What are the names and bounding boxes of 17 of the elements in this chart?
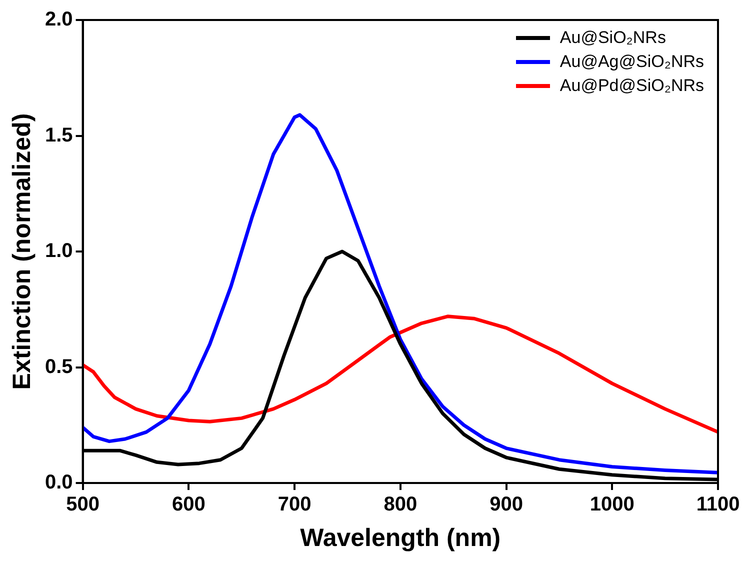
y-tick-label: 1.5 [44, 124, 73, 146]
x-tick-label: 700 [278, 494, 312, 516]
y-tick-label: 2.0 [44, 8, 73, 31]
x-tick-label: 900 [490, 494, 523, 516]
y-axis-title: Extinction (normalized) [8, 113, 36, 390]
x-tick-label: 500 [66, 494, 100, 516]
legend-label: Au@SiO₂NRs [560, 27, 666, 49]
x-tick-label: 600 [172, 494, 206, 516]
x-axis-title: Wavelength (nm) [300, 524, 501, 552]
legend-label: Au@Pd@SiO₂NRs [560, 75, 704, 97]
x-tick-label: 800 [384, 494, 418, 516]
x-tick-label: 1000 [590, 494, 634, 516]
y-tick-label: 0.5 [44, 356, 73, 378]
x-tick-label: 1100 [696, 494, 740, 516]
legend-label: Au@Ag@SiO₂NRs [560, 51, 704, 73]
y-tick-label: 0.0 [44, 472, 73, 494]
y-tick-label: 1.0 [44, 240, 73, 262]
